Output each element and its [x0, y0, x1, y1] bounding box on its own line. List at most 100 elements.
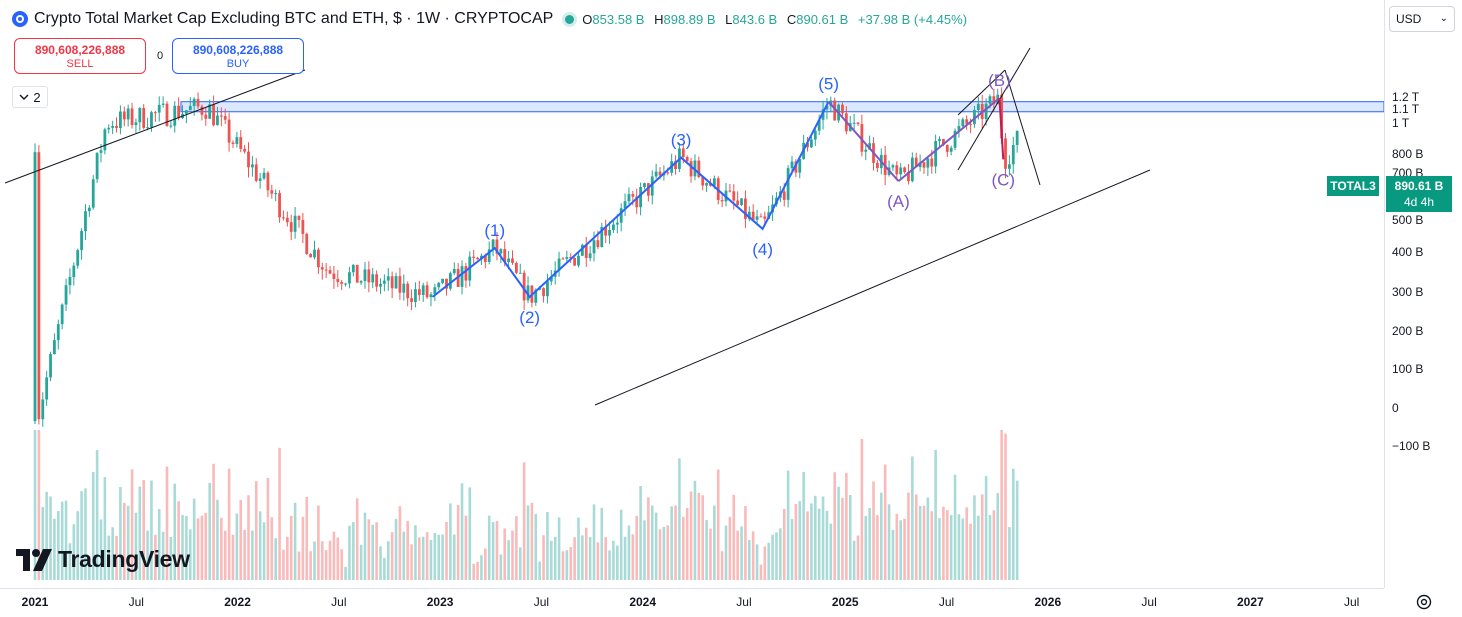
time-axis[interactable]	[0, 588, 1384, 617]
cryptocap-symbol-icon[interactable]	[12, 11, 28, 27]
volume-bar	[332, 531, 336, 580]
volume-bar	[359, 544, 363, 580]
volume-bar	[328, 540, 332, 580]
volume-bar	[709, 528, 712, 580]
volume-bar	[386, 541, 390, 580]
volume-bar	[650, 505, 654, 580]
candle-body	[646, 183, 650, 196]
settings-gear-icon[interactable]	[1414, 592, 1434, 612]
volume-bar	[33, 430, 37, 580]
volume-bar	[223, 530, 227, 580]
volume-bar	[790, 519, 794, 580]
volume-bar	[720, 551, 724, 580]
candle-body	[934, 140, 938, 167]
volume-bar	[45, 491, 48, 580]
candle-body	[254, 164, 258, 181]
candle-body	[763, 216, 767, 219]
volume-bar	[251, 530, 254, 580]
time-tick-label: 2026	[1034, 595, 1062, 609]
candle-body	[961, 119, 965, 127]
currency-select[interactable]: USD ⌄	[1389, 6, 1455, 32]
candle-body	[464, 266, 468, 281]
volume-bar	[984, 476, 988, 580]
candle-body	[452, 269, 456, 274]
candle-body	[204, 114, 208, 119]
price-scale[interactable]	[1384, 0, 1462, 588]
volume-bar	[763, 546, 767, 580]
volume-bar	[887, 504, 891, 580]
sell-label: SELL	[66, 58, 94, 70]
candle-body	[76, 250, 80, 266]
volume-bar	[60, 501, 64, 580]
volume-bar	[429, 539, 433, 580]
symbol-title[interactable]: Crypto Total Market Cap Excluding BTC an…	[34, 10, 554, 27]
candle-body	[833, 100, 837, 121]
time-tick-label: Jul	[128, 595, 144, 609]
candle-body	[569, 257, 573, 259]
volume-bar	[421, 536, 425, 580]
candle-body	[270, 190, 274, 194]
volume-bar	[821, 496, 825, 580]
candle-body	[250, 164, 254, 168]
volume-bar	[759, 564, 763, 580]
wave-label: (1)	[484, 221, 505, 240]
tradingview-logo-icon	[16, 548, 52, 571]
price-tick-label: 0	[1392, 400, 1399, 415]
candle-body	[650, 176, 654, 196]
indicators-toggle-button[interactable]: 2	[12, 86, 48, 108]
volume-bar	[340, 549, 343, 580]
candle-body	[755, 216, 759, 220]
volume-bar	[666, 525, 670, 580]
volume-bar	[973, 495, 976, 580]
candle-body	[988, 96, 992, 104]
candle-body	[429, 294, 433, 298]
tradingview-logo[interactable]: TradingView	[16, 546, 190, 573]
candle-body	[507, 258, 511, 263]
chart-pane[interactable]: (1) (2) (3) (4) (5) (A) (B) (C)	[0, 0, 1384, 588]
volume-bar	[286, 536, 289, 580]
volume-bar	[464, 515, 468, 580]
volume-bar	[604, 537, 607, 580]
candle-body	[957, 126, 961, 131]
candle-body	[565, 257, 569, 259]
candle-body	[146, 127, 149, 129]
candle-body	[285, 217, 289, 223]
candle-body	[491, 239, 495, 250]
volume-bar	[833, 472, 837, 580]
candle-body	[813, 130, 817, 140]
buy-button[interactable]: 890,608,226,888 BUY	[172, 38, 304, 74]
volume-bar	[561, 551, 565, 580]
candle-body	[1004, 138, 1007, 169]
volume-bar	[643, 520, 646, 580]
candle-body	[522, 272, 526, 301]
time-tick-label: 2024	[629, 595, 657, 609]
volume-bar	[274, 538, 277, 580]
candle-body	[786, 168, 790, 200]
candle-body	[227, 119, 231, 143]
candle-body	[84, 211, 87, 232]
price-chart[interactable]: (1) (2) (3) (4) (5) (A) (B) (C)	[0, 0, 1384, 588]
chevron-down-icon: ⌄	[1439, 13, 1448, 24]
volume-bar	[557, 517, 561, 580]
candle-body	[759, 216, 763, 218]
volume-bar	[728, 516, 732, 580]
sell-button[interactable]: 890,608,226,888 SELL	[14, 38, 146, 74]
market-status-icon[interactable]	[565, 14, 575, 24]
volume-bar	[775, 532, 778, 580]
candle-body	[313, 249, 316, 258]
volume-bar	[670, 506, 673, 580]
volume-bar	[433, 533, 437, 580]
volume-bar	[596, 542, 600, 580]
volume-bar	[317, 505, 320, 580]
volume-bar	[258, 511, 262, 580]
volume-bar	[701, 495, 705, 580]
volume-bar	[243, 529, 246, 580]
volume-bar	[208, 482, 211, 580]
candle-body	[421, 285, 425, 295]
volume-bar	[503, 528, 507, 580]
volume-bar	[119, 486, 122, 580]
volume-bar	[37, 430, 41, 580]
volume-bar	[344, 566, 347, 580]
volume-bar	[945, 510, 949, 580]
candle-body	[328, 270, 332, 274]
